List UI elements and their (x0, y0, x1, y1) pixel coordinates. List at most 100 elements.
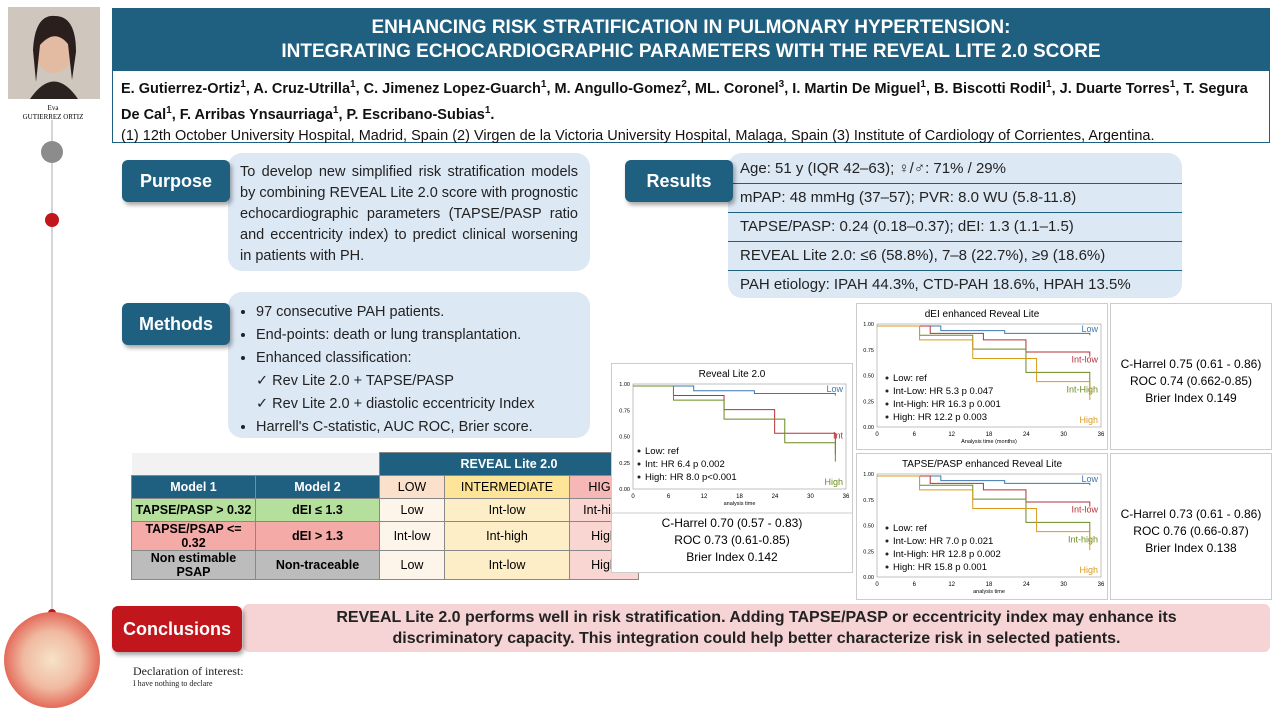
table-row: REVEAL Lite 2.0 (131, 452, 639, 476)
y-tick-label: 0.00 (619, 487, 630, 493)
x-tick-label: 30 (807, 494, 814, 500)
empty-cell (131, 452, 380, 476)
curve-label: High (1079, 415, 1098, 425)
curve-label: Low (1081, 474, 1098, 484)
column-header: Model 2 (255, 475, 380, 499)
column-header: Model 1 (131, 475, 256, 499)
y-tick-label: 0.75 (863, 348, 874, 354)
bullet (885, 526, 889, 530)
y-tick-label: 0.50 (863, 374, 874, 380)
survival-curve (877, 475, 1091, 551)
author-name: A. Cruz-Utrilla (253, 80, 351, 97)
y-tick-label: 0.75 (619, 408, 630, 414)
author-name: ML. Coronel (694, 80, 779, 97)
stat-text: Brier Index 0.149 (1145, 391, 1237, 405)
x-axis-label: analysis time (724, 501, 756, 507)
list-item: Harrell's C-statistic, AUC ROC, Brier sc… (256, 416, 580, 439)
decoration (4, 612, 100, 708)
title: INTEGRATING ECHOCARDIOGRAPHIC PARAMETERS… (281, 41, 1101, 62)
section-label: Conclusions (112, 606, 242, 652)
x-tick-label: 36 (843, 494, 850, 500)
y-tick-label: 0.50 (619, 435, 630, 441)
table-cell: Int-high (444, 521, 570, 551)
x-axis-label: analysis time (973, 589, 1005, 595)
curve-label: Low (826, 384, 843, 394)
y-tick-label: 1.00 (619, 382, 630, 388)
legend-entry: Low: ref (645, 446, 679, 457)
curve-label: Int-low (1071, 354, 1098, 364)
author-name: E. Gutierrez-Ortiz (121, 80, 241, 97)
separator: , (1175, 80, 1180, 97)
x-tick-label: 6 (667, 494, 671, 500)
list-item: Enhanced classification: (256, 347, 580, 370)
purpose-text: To develop new simplified risk stratific… (240, 164, 578, 264)
title: ENHANCING RISK STRATIFICATION IN PULMONA… (371, 17, 1011, 38)
list-item: 97 consecutive PAH patients. (256, 301, 580, 324)
methods-list: 97 consecutive PAH patients. End-points:… (238, 301, 580, 439)
x-tick-label: 12 (948, 582, 955, 588)
separator: , (245, 80, 250, 97)
stat-text: C-Harrel 0.70 (0.57 - 0.83) (662, 516, 803, 530)
table-row: TAPSE/PASP > 0.32 dEI ≤ 1.3 Low Int-low Int-… (131, 498, 639, 522)
table-cell: TAPSE/PSAP <= 0.32 (131, 521, 256, 551)
group-header: REVEAL Lite 2.0 (379, 452, 639, 476)
separator: , (686, 80, 691, 97)
list-item: End-points: death or lung transplantatio… (256, 324, 580, 347)
bullet (885, 539, 889, 543)
stat-text: C-Harrel 0.73 (0.61 - 0.86) (1121, 507, 1262, 521)
author-name: J. Duarte Torres (1059, 80, 1170, 97)
km-plot: Reveal Lite 2.0 0 6 12 18 24 30 36 1.00 0.75 0.50 0… (611, 363, 853, 573)
y-tick-label: 0.25 (619, 461, 630, 467)
y-tick-label: 0.75 (863, 498, 874, 504)
x-tick-label: 24 (772, 494, 779, 500)
bullet (885, 565, 889, 569)
bullet (885, 552, 889, 556)
x-tick-label: 0 (631, 494, 635, 500)
affiliation-mark: 3 (778, 79, 785, 90)
affiliation-mark: 1 (484, 104, 491, 116)
plot-title: dEI enhanced Reveal Lite (925, 309, 1040, 320)
x-tick-label: 18 (986, 432, 993, 438)
table-cell: Non-traceable (255, 550, 380, 580)
author-name: F. Arribas Ynsaurriaga (179, 106, 333, 123)
curve-label: Int-high (1068, 535, 1098, 545)
bullet (637, 462, 641, 466)
bullet (637, 475, 641, 479)
x-tick-label: 6 (913, 432, 917, 438)
x-tick-label: 24 (1023, 582, 1030, 588)
affiliation-mark: 1 (332, 104, 339, 116)
sidebar (4, 7, 100, 708)
curve-label: High (824, 477, 843, 487)
table-row: TAPSE/PSAP <= 0.32 dEI > 1.3 Int-low Int-hi… (131, 521, 639, 551)
surname: GUTIERREZ ORTIZ (22, 113, 84, 121)
legend-entry: Int-Low: HR 7.0 p 0.021 (893, 536, 993, 547)
table-cell: Non estimable PSAP (131, 550, 256, 580)
table-cell: Int-low (444, 498, 570, 522)
x-tick-label: 36 (1098, 432, 1105, 438)
bullet (885, 389, 889, 393)
table: REVEAL Lite 2.0 Model 1 Model 2 LOW INTERMED… (131, 452, 639, 580)
x-axis-label: Analysis time (months) (961, 439, 1017, 445)
legend-entry: Int: HR 6.4 p 0.002 (645, 459, 725, 470)
stats-box: C-Harrel 0.75 (0.61 - 0.86) ROC 0.74 (0.6… (1110, 303, 1272, 450)
first-name: Eva (47, 104, 59, 112)
x-tick-label: 0 (875, 432, 879, 438)
affiliation-mark: 1 (166, 104, 172, 116)
y-tick-label: 1.00 (863, 472, 874, 478)
author-name: I. Martin De Miguel (792, 80, 921, 97)
legend-entry: High: HR 8.0 p<0.001 (645, 472, 737, 483)
stat-text: Brier Index 0.142 (686, 550, 778, 564)
separator: . (490, 106, 495, 123)
curve-label: High (1079, 565, 1098, 575)
x-tick-label: 24 (1023, 432, 1030, 438)
result-item: PAH etiology: IPAH 44.3%, CTD-PAH 18.6%,… (740, 276, 1131, 293)
y-tick-label: 0.25 (863, 549, 874, 555)
x-tick-label: 12 (948, 432, 955, 438)
table-cell: dEI > 1.3 (255, 521, 380, 551)
plot-area (876, 473, 1102, 578)
affiliation-mark: 1 (240, 79, 246, 90)
legend-entry: Int-High: HR 12.8 p 0.002 (893, 549, 1001, 560)
plot-area (876, 323, 1102, 428)
x-tick-label: 18 (736, 494, 743, 500)
